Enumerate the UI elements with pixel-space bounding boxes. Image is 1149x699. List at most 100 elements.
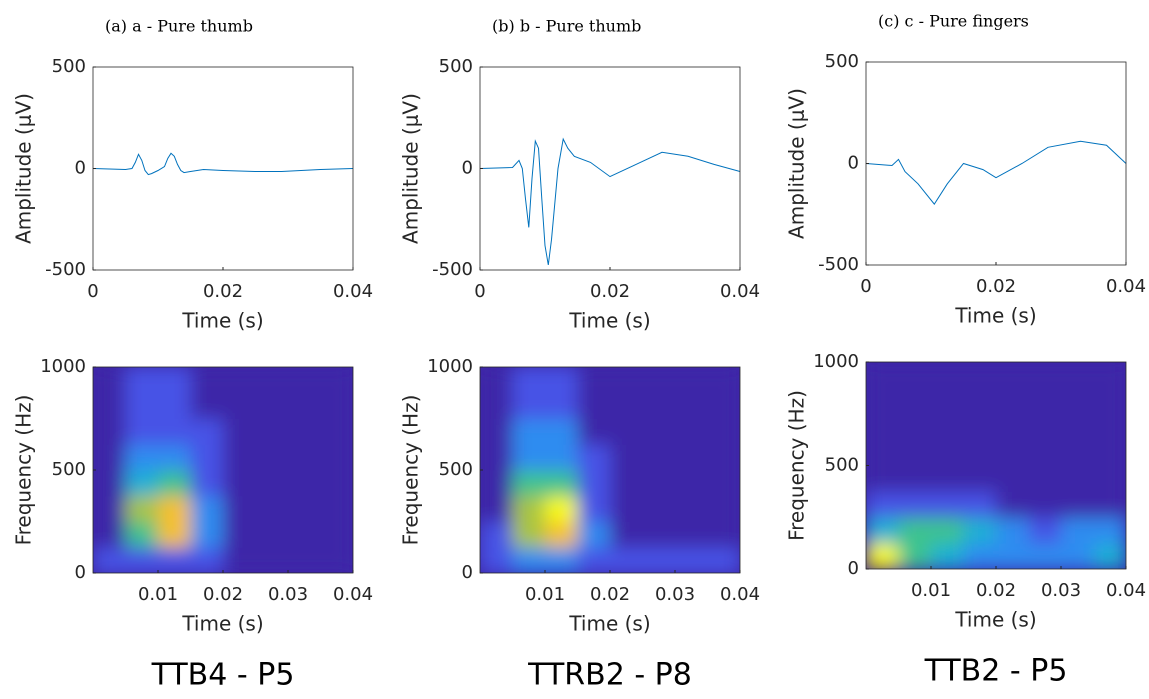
heatmap-cell — [1093, 439, 1126, 466]
x-tick-label: 0.04 — [1106, 276, 1146, 297]
x-axis-label: Time (s) — [568, 309, 650, 333]
heatmap-cell — [158, 547, 191, 573]
y-tick-label: 500 — [825, 455, 859, 476]
heatmap-cell — [480, 444, 513, 471]
heatmap-cell — [545, 470, 578, 497]
y-axis-label: Amplitude (μV) — [12, 93, 36, 244]
heatmap-cell — [610, 444, 643, 471]
heatmap-cell — [125, 392, 159, 419]
x-tick-label: 0 — [87, 281, 98, 302]
heatmap-cell — [93, 521, 126, 548]
x-tick-label: 0.01 — [911, 580, 951, 601]
heatmap-cell — [125, 470, 159, 497]
x-tick-label: 0 — [860, 276, 871, 297]
x-tick-label: 0.02 — [976, 276, 1016, 297]
y-axis-label: Frequency (Hz) — [399, 395, 423, 546]
heatmap-cell — [190, 418, 224, 445]
heatmap-cell — [642, 367, 676, 394]
y-tick-label: 500 — [52, 56, 86, 77]
heatmap-cell — [1028, 362, 1062, 389]
heatmap-cell — [545, 367, 578, 394]
heatmap-cell — [223, 547, 256, 573]
heatmap-cell — [931, 543, 964, 569]
heatmap-cell — [320, 418, 353, 445]
heatmap-cell — [93, 470, 126, 497]
heatmap-cell — [866, 439, 899, 466]
heatmap-cell — [480, 547, 513, 573]
heatmap-cell — [577, 392, 611, 419]
heatmap-cell — [898, 465, 932, 492]
x-tick-label: 0.04 — [333, 281, 373, 302]
signal-line — [865, 140, 1127, 205]
heatmap-cell — [480, 495, 513, 522]
heatmap-cells — [93, 367, 353, 573]
heatmap-cell — [707, 495, 740, 522]
heatmap-cell — [480, 418, 513, 445]
heatmap-cell — [675, 392, 708, 419]
heatmap-cell — [512, 495, 546, 522]
heatmap-cell — [610, 521, 643, 548]
axes-box — [479, 66, 741, 271]
panel-caption: (c) c - Pure fingers — [878, 12, 1029, 31]
heatmap-cell — [577, 495, 611, 522]
heatmap-cell — [1061, 517, 1094, 544]
heatmap-cell — [610, 547, 643, 573]
heatmap-cell — [996, 517, 1029, 544]
heatmap-cell — [707, 444, 740, 471]
heatmap-cell — [931, 413, 964, 441]
heatmap-cell — [642, 521, 676, 548]
y-tick-label: -500 — [432, 259, 473, 280]
heatmap-cell — [288, 392, 321, 419]
heatmap-cell — [996, 413, 1029, 441]
heatmap-cell — [898, 517, 932, 544]
heatmap-cell — [190, 521, 224, 548]
heatmap-cell — [255, 392, 289, 419]
heatmap-cell — [93, 547, 126, 573]
heatmap-cell — [190, 470, 224, 497]
heatmap-cell — [223, 367, 256, 394]
heatmap-cell — [963, 387, 997, 415]
x-tick-label: 0.04 — [720, 281, 760, 302]
heatmap-cell — [898, 362, 932, 389]
heatmap-cell — [93, 418, 126, 445]
heatmap-cell — [898, 413, 932, 441]
x-axis-label: Time (s) — [181, 612, 263, 636]
heatmap-cell — [288, 547, 321, 573]
x-tick-label: 0.02 — [590, 281, 630, 302]
heatmap-cell — [996, 543, 1029, 569]
heatmap-cell — [190, 392, 224, 419]
heatmap-cell — [931, 439, 964, 466]
heatmap-cell — [190, 444, 224, 471]
heatmap-cell — [1093, 465, 1126, 492]
heatmap-cell — [255, 418, 289, 445]
x-axis-label: Time (s) — [954, 304, 1036, 328]
panel-label: TTB2 - P5 — [924, 654, 1068, 689]
heatmap-cell — [512, 367, 546, 394]
heatmap-cell — [1028, 387, 1062, 415]
heatmap-cell — [996, 491, 1029, 518]
heatmap-cell — [320, 495, 353, 522]
heatmap-cell — [125, 547, 159, 573]
x-axis-label: Time (s) — [568, 612, 650, 636]
panel-label: TTB4 - P5 — [151, 658, 295, 693]
heatmap-cell — [707, 392, 740, 419]
heatmap-cell — [1028, 517, 1062, 544]
heatmap-cell — [255, 547, 289, 573]
heatmap-cell — [963, 362, 997, 389]
heatmap-cell — [223, 521, 256, 548]
y-tick-label: -500 — [45, 259, 86, 280]
heatmap-cell — [642, 418, 676, 445]
heatmap-cell — [577, 367, 611, 394]
heatmap-cell — [288, 495, 321, 522]
heatmap-cell — [93, 392, 126, 419]
x-axis-label: Time (s) — [954, 608, 1036, 632]
heatmap-cell — [190, 495, 224, 522]
x-axis-label: Time (s) — [181, 309, 263, 333]
heatmap-cell — [577, 521, 611, 548]
heatmap-cell — [320, 547, 353, 573]
heatmap-cell — [223, 495, 256, 522]
y-tick-label: 500 — [439, 459, 473, 480]
heatmap-cell — [707, 367, 740, 394]
heatmap-cell — [866, 362, 899, 389]
